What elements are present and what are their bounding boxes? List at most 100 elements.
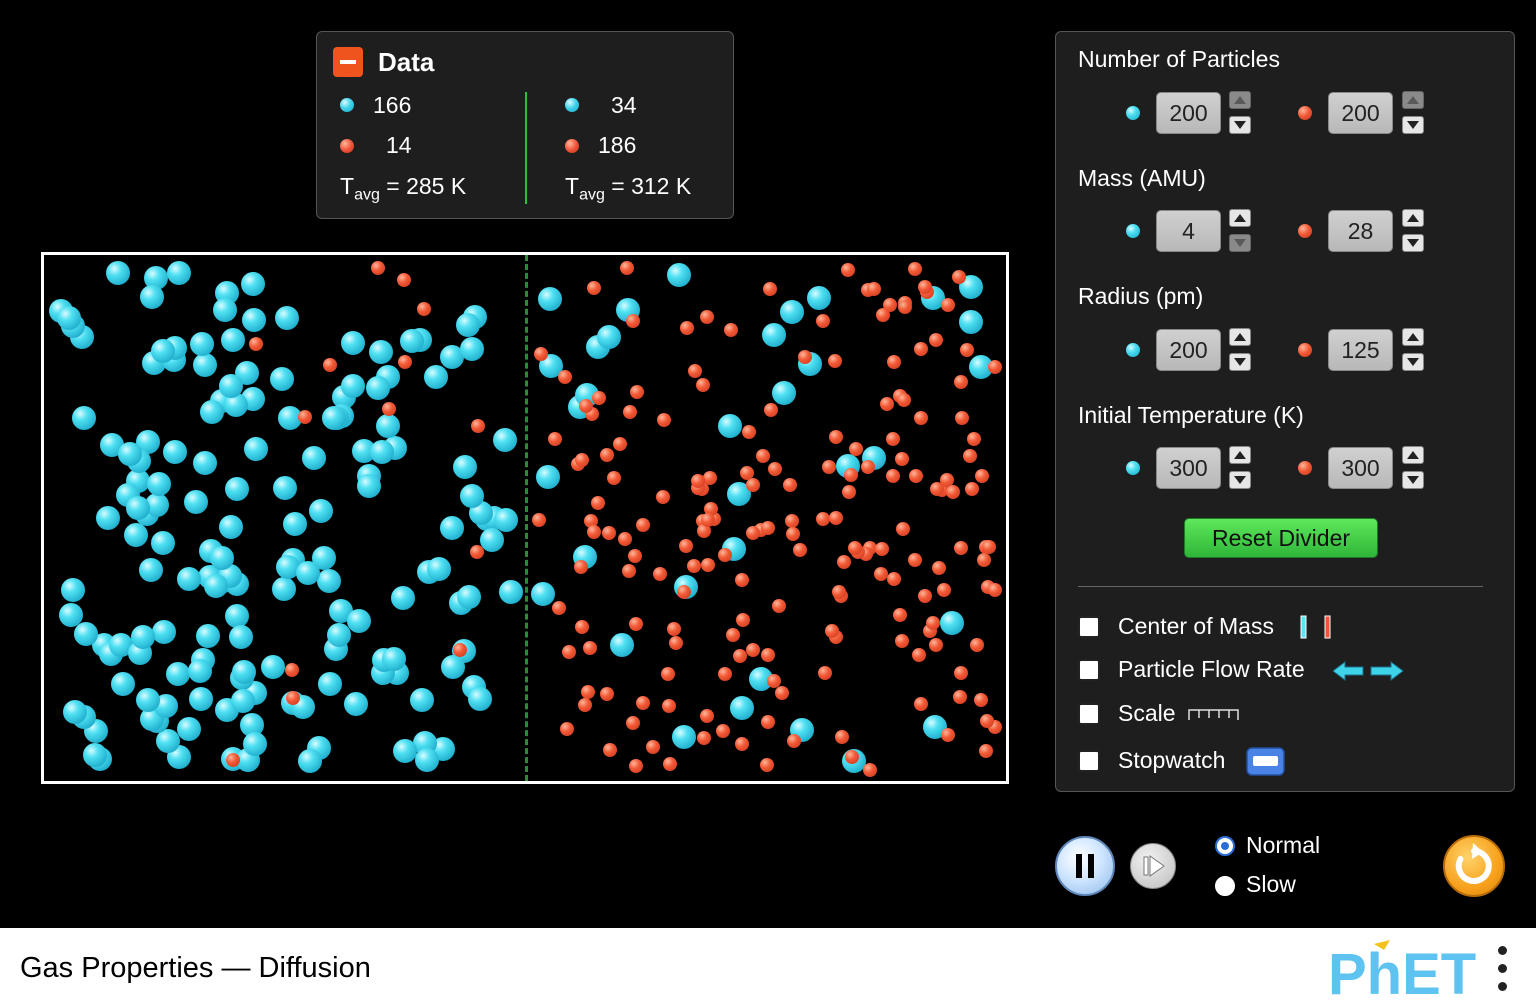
red-particle (574, 452, 589, 467)
speed-normal-radio[interactable] (1215, 836, 1235, 856)
red-particle (873, 567, 888, 582)
red-particle (726, 627, 741, 642)
particle-flow-rate-checkbox[interactable] (1078, 659, 1100, 681)
red-particle (786, 733, 801, 748)
red-mass-up-arrow[interactable] (1402, 209, 1424, 227)
red-particle (836, 555, 851, 570)
pause-button[interactable] (1055, 836, 1115, 896)
red-particle (735, 612, 750, 627)
blue-temperature-down-arrow[interactable] (1229, 471, 1251, 489)
blue-particle (730, 696, 755, 721)
speed-slow-radio[interactable] (1215, 876, 1235, 896)
red-count-up-arrow[interactable] (1402, 91, 1424, 109)
blue-mass-down-arrow[interactable] (1229, 234, 1251, 252)
minus-icon[interactable] (333, 47, 363, 77)
red-particle (734, 573, 749, 588)
initial-temperature-title: Initial Temperature (K) (1078, 402, 1304, 428)
red-particle (875, 307, 890, 322)
data-divider (525, 92, 527, 204)
red-temperature-down-arrow[interactable] (1402, 471, 1424, 489)
right-red-count: 186 (598, 132, 637, 158)
controls-panel: Number of Particles 200 200 Mass (AMU) 4… (1055, 31, 1515, 792)
container-divider[interactable] (525, 255, 528, 781)
red-particle (662, 698, 677, 713)
red-particle (558, 369, 573, 384)
red-temperature-field[interactable]: 300 (1328, 447, 1393, 489)
blue-particle-count-field[interactable]: 200 (1156, 92, 1221, 134)
blue-particle (426, 556, 451, 581)
red-particle (676, 585, 691, 600)
particle-container (41, 252, 1009, 784)
blue-particle (139, 558, 164, 583)
red-radius-field[interactable]: 125 (1328, 329, 1393, 371)
blue-particle (468, 686, 493, 711)
reset-divider-button[interactable]: Reset Divider (1184, 518, 1378, 558)
red-particle (700, 709, 715, 724)
red-particle (371, 261, 386, 276)
red-particle (930, 481, 945, 496)
red-particle (470, 545, 485, 560)
step-forward-button[interactable] (1130, 843, 1176, 889)
blue-particle (672, 725, 697, 750)
blue-particle (210, 546, 235, 571)
blue-particle (530, 581, 555, 606)
red-particle (704, 502, 719, 517)
left-blue-count: 166 (373, 92, 412, 118)
phet-logo[interactable]: PhET (1328, 938, 1488, 1000)
red-particle (964, 481, 979, 496)
blue-radius-up-arrow[interactable] (1229, 328, 1251, 346)
red-particle (892, 608, 907, 623)
red-particle (600, 687, 615, 701)
double-arrow-icon (1333, 661, 1404, 681)
blue-radius-down-arrow[interactable] (1229, 353, 1251, 371)
reset-all-icon (1455, 843, 1492, 884)
red-particle (909, 468, 924, 483)
red-particle (715, 724, 730, 739)
blue-particle (163, 440, 188, 465)
red-particle (663, 756, 678, 771)
blue-particle (382, 646, 407, 671)
red-temperature-up-arrow[interactable] (1402, 446, 1424, 464)
red-particle (646, 740, 661, 755)
red-count-down-arrow[interactable] (1402, 116, 1424, 134)
kebab-menu-icon[interactable] (1496, 946, 1508, 994)
red-radius-down-arrow[interactable] (1402, 353, 1424, 371)
blue-particle (242, 307, 267, 332)
center-of-mass-checkbox[interactable] (1078, 616, 1100, 638)
blue-particle (126, 495, 151, 520)
blue-radius-field[interactable]: 200 (1156, 329, 1221, 371)
blue-particle (340, 331, 365, 356)
red-particle (987, 360, 1002, 375)
red-particle (717, 548, 732, 563)
red-particle (979, 713, 994, 728)
blue-count-down-arrow[interactable] (1229, 116, 1251, 134)
red-radius-up-arrow[interactable] (1402, 328, 1424, 346)
red-particle (627, 549, 642, 564)
red-particle (416, 301, 431, 316)
red-particle (534, 347, 549, 362)
scale-checkbox[interactable] (1078, 703, 1100, 725)
blue-particle (269, 367, 294, 392)
red-particle (579, 398, 594, 413)
red-mass-field[interactable]: 28 (1328, 210, 1393, 252)
red-particle-count-field[interactable]: 200 (1328, 92, 1393, 134)
red-particle (862, 762, 877, 777)
blue-count-up-arrow[interactable] (1229, 91, 1251, 109)
blue-particle (271, 577, 296, 602)
red-particle-icon (1298, 461, 1312, 475)
step-forward-icon (1143, 855, 1165, 877)
stopwatch-checkbox[interactable] (1078, 750, 1100, 772)
blue-mass-up-arrow[interactable] (1229, 209, 1251, 227)
red-particle-icon (340, 139, 354, 153)
red-particle (841, 484, 856, 499)
blue-temperature-field[interactable]: 300 (1156, 447, 1221, 489)
blue-temperature-up-arrow[interactable] (1229, 446, 1251, 464)
blue-particle (459, 336, 484, 361)
red-particle (696, 731, 711, 746)
particle-flow-rate-label: Particle Flow Rate (1118, 656, 1305, 682)
blue-mass-field[interactable]: 4 (1156, 210, 1221, 252)
reset-all-button[interactable] (1443, 835, 1505, 897)
red-particle (678, 538, 693, 553)
red-mass-down-arrow[interactable] (1402, 234, 1424, 252)
center-of-mass-icon (1300, 615, 1331, 639)
